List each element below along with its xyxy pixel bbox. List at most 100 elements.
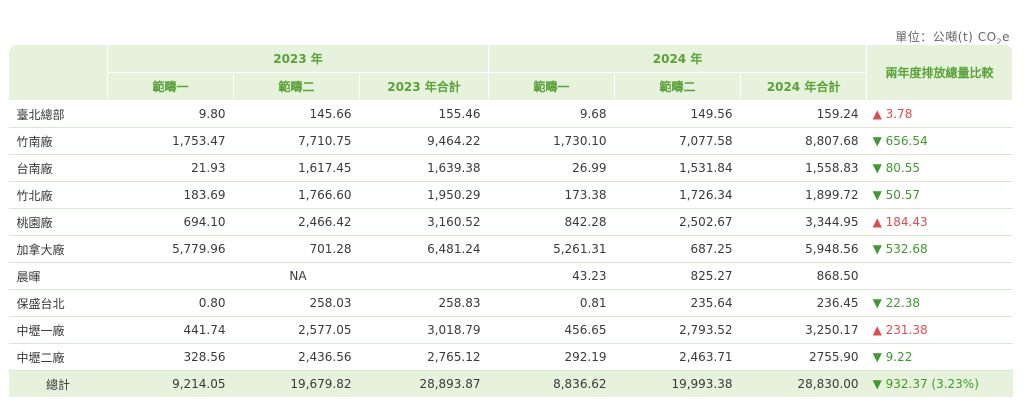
table-row: 臺北總部 9.80 145.66 155.46 9.68 149.56 159.24 ▲ 3.…	[8, 100, 1013, 128]
cell-s1_23: 9.80	[107, 100, 234, 128]
cell-compare: ▼ 656.54	[866, 127, 1013, 155]
cell-t24: 2755.90	[740, 343, 867, 371]
header-2024-scope1: 範疇一	[488, 72, 616, 101]
cell-t24: 8,807.68	[740, 127, 867, 155]
unit-co2-sub: 2	[996, 37, 1003, 47]
row-name: 總計	[8, 370, 108, 397]
row-name: 晨暉	[8, 262, 108, 290]
cell-s1_24: 1,730.10	[488, 127, 615, 155]
cell-s1_24: 0.81	[488, 289, 615, 317]
header-corner	[8, 44, 108, 101]
cell-s1_24: 292.19	[488, 343, 615, 371]
cell-t24: 1,558.83	[740, 154, 867, 182]
cell-s1_24: 26.99	[488, 154, 615, 182]
header-2023-scope1: 範疇一	[107, 72, 234, 101]
cell-s2_24: 149.56	[614, 100, 741, 128]
cell-s2_23: 19,679.82	[233, 370, 360, 397]
cell-s2_23: 701.28	[233, 235, 360, 263]
cell-s2_24: 1,726.34	[614, 181, 741, 209]
cell-s1_23: 9,214.05	[107, 370, 234, 397]
cell-compare: ▼ 80.55	[866, 154, 1013, 182]
header-year-2023: 2023 年	[106, 44, 490, 73]
cell-s2_24: 687.25	[614, 235, 741, 263]
row-name: 竹北廠	[8, 181, 108, 209]
cell-compare: ▼ 532.68	[866, 235, 1013, 263]
cell-s2_23: 1,617.45	[233, 154, 360, 182]
emissions-table: 2023 年 2024 年 兩年度排放總量比較 範疇一 範疇二 2023 年合計…	[8, 44, 1014, 397]
row-name: 台南廠	[8, 154, 108, 182]
table-row: 晨暉 NA 43.23 825.27 868.50	[8, 262, 1013, 290]
row-name: 中壢一廠	[8, 316, 108, 344]
table-row: 中壢一廠 441.74 2,577.05 3,018.79 456.65 2,793.52…	[8, 316, 1013, 344]
cell-s1_24: 8,836.62	[488, 370, 615, 397]
cell-s2_23: 2,466.42	[233, 208, 360, 236]
cell-s2_23: 145.66	[233, 100, 360, 128]
cell-s1_23: 21.93	[107, 154, 234, 182]
cell-t24: 5,948.56	[740, 235, 867, 263]
header-compare: 兩年度排放總量比較	[866, 44, 1014, 101]
cell-s2_24: 2,502.67	[614, 208, 741, 236]
cell-s2_24: 235.64	[614, 289, 741, 317]
unit-label: 單位：公噸(t) CO2e	[895, 28, 1010, 46]
cell-s1_23: 0.80	[107, 289, 234, 317]
row-name: 中壢二廠	[8, 343, 108, 371]
table-row: 加拿大廠 5,779.96 701.28 6,481.24 5,261.31 687.25…	[8, 235, 1013, 263]
table-row: 竹北廠 183.69 1,766.60 1,950.29 173.38 1,726.34 1…	[8, 181, 1013, 209]
row-name: 保盛台北	[8, 289, 108, 317]
cell-s2_23: 2,577.05	[233, 316, 360, 344]
row-name: 竹南廠	[8, 127, 108, 155]
cell-s2_23: 1,766.60	[233, 181, 360, 209]
cell-t24: 868.50	[740, 262, 867, 290]
cell-s1_24: 43.23	[488, 262, 615, 290]
cell-s2_24: 7,077.58	[614, 127, 741, 155]
row-name: 加拿大廠	[8, 235, 108, 263]
table-row: 保盛台北 0.80 258.03 258.83 0.81 235.64 236.45 ▼ 22…	[8, 289, 1013, 317]
cell-s1_24: 842.28	[488, 208, 615, 236]
cell-t23: 9,464.22	[359, 127, 489, 155]
cell-s2_24: 19,993.38	[614, 370, 741, 397]
cell-t23: 155.46	[359, 100, 489, 128]
cell-s2_24: 825.27	[614, 262, 741, 290]
header-year-2024: 2024 年	[488, 44, 868, 73]
header-2023-total: 2023 年合計	[358, 72, 490, 101]
header-2024-total: 2024 年合計	[740, 72, 868, 101]
header-2024-scope2: 範疇二	[614, 72, 742, 101]
row-name: 桃園廠	[8, 208, 108, 236]
cell-t23: 28,893.87	[359, 370, 489, 397]
table-row: 台南廠 21.93 1,617.45 1,639.38 26.99 1,531.84 1,5…	[8, 154, 1013, 182]
cell-s1_23: 183.69	[107, 181, 234, 209]
cell-compare: ▼ 22.38	[866, 289, 1013, 317]
cell-s1_23: 5,779.96	[107, 235, 234, 263]
cell-s2_24: 1,531.84	[614, 154, 741, 182]
cell-s1_24: 456.65	[488, 316, 615, 344]
cell-t24: 159.24	[740, 100, 867, 128]
cell-compare: ▼ 932.37 (3.23%)	[866, 370, 1013, 397]
cell-s2_23: 2,436.56	[233, 343, 360, 371]
cell-compare: ▼ 9.22	[866, 343, 1013, 371]
cell-compare: ▲ 3.78	[866, 100, 1013, 128]
table-header: 2023 年 2024 年 兩年度排放總量比較 範疇一 範疇二 2023 年合計…	[8, 44, 1014, 101]
row-name: 臺北總部	[8, 100, 108, 128]
cell-t24: 3,344.95	[740, 208, 867, 236]
cell-t23: 2,765.12	[359, 343, 489, 371]
cell-s1_23: 328.56	[107, 343, 234, 371]
table-body: 臺北總部 9.80 145.66 155.46 9.68 149.56 159.24 ▲ 3.…	[8, 100, 1013, 397]
cell-t23: 1,950.29	[359, 181, 489, 209]
cell-s2_24: 2,793.52	[614, 316, 741, 344]
cell-s1_24: 5,261.31	[488, 235, 615, 263]
cell-s1_23: 694.10	[107, 208, 234, 236]
cell-t24: 1,899.72	[740, 181, 867, 209]
unit-e: e	[1002, 30, 1010, 44]
cell-t24: 28,830.00	[740, 370, 867, 397]
cell-compare	[866, 262, 1013, 290]
cell-s1_24: 9.68	[488, 100, 615, 128]
cell-na: NA	[107, 262, 489, 290]
total-row: 總計 9,214.05 19,679.82 28,893.87 8,836.62 19,9…	[8, 370, 1013, 397]
table-row: 桃園廠 694.10 2,466.42 3,160.52 842.28 2,502.67 3…	[8, 208, 1013, 236]
unit-text: 單位：公噸(t)	[895, 30, 974, 44]
cell-compare: ▲ 184.43	[866, 208, 1013, 236]
cell-t24: 236.45	[740, 289, 867, 317]
cell-s1_23: 441.74	[107, 316, 234, 344]
table-row: 竹南廠 1,753.47 7,710.75 9,464.22 1,730.10 7,077…	[8, 127, 1013, 155]
unit-co2: CO	[977, 30, 997, 44]
